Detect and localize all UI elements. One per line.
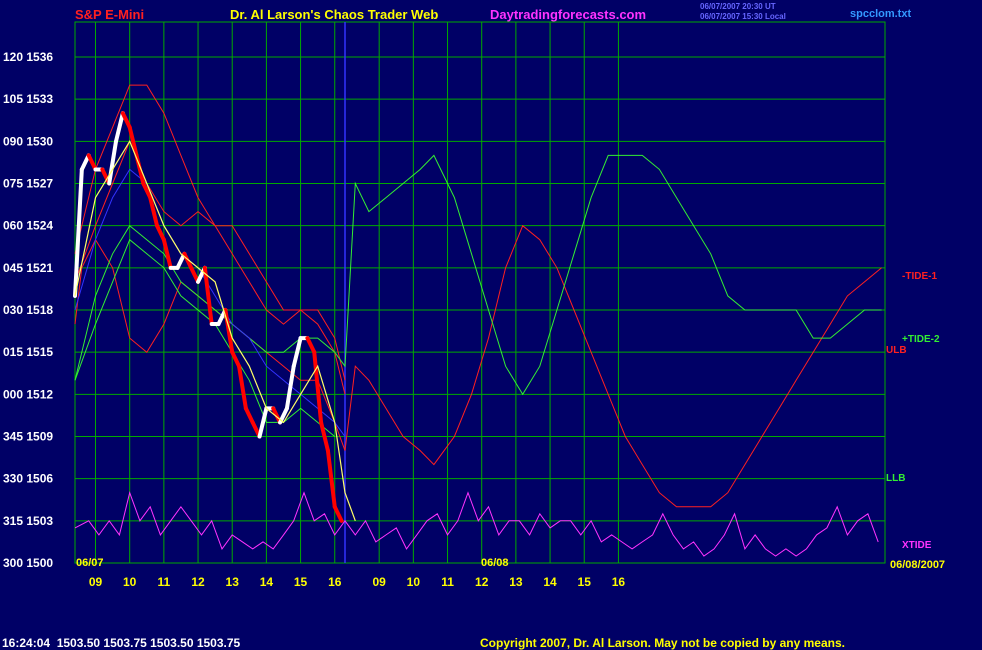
copyright: Copyright 2007, Dr. Al Larson. May not b… bbox=[480, 636, 845, 650]
price-segment bbox=[243, 406, 255, 425]
x-tick-label: 12 bbox=[191, 575, 205, 589]
x-tick-label: 09 bbox=[89, 575, 103, 589]
price-segment bbox=[332, 504, 344, 523]
y-tick-label: 000 1512 bbox=[3, 387, 53, 401]
price-segment bbox=[86, 153, 98, 172]
data-file-name: spcclom.txt bbox=[850, 8, 911, 20]
y-tick-label: 090 1530 bbox=[3, 134, 53, 148]
y-tick-label: 300 1500 bbox=[3, 556, 53, 570]
price-segment bbox=[189, 265, 201, 284]
price-segment bbox=[230, 350, 242, 369]
y-tick-label: 075 1527 bbox=[3, 177, 53, 191]
price-segment bbox=[148, 195, 160, 228]
price-segment bbox=[182, 251, 194, 270]
y-tick-label: 045 1521 bbox=[3, 261, 53, 275]
legend-tide1: -TIDE-1 bbox=[902, 271, 937, 282]
price-segment bbox=[325, 448, 337, 509]
series-layer bbox=[73, 84, 882, 557]
price-segment bbox=[73, 167, 84, 298]
legend-ulb: ULB bbox=[886, 345, 907, 356]
price-segment bbox=[319, 420, 330, 453]
site-name: Daytradingforecasts.com bbox=[490, 7, 646, 22]
chart-title: Dr. Al Larson's Chaos Trader Web bbox=[230, 7, 438, 22]
price-segment bbox=[271, 406, 283, 425]
date-label-next: 06/08 bbox=[481, 557, 509, 569]
price-segment bbox=[107, 139, 119, 186]
price-segment bbox=[305, 336, 317, 355]
price-segment bbox=[120, 111, 132, 130]
x-tick-label: 11 bbox=[158, 575, 171, 589]
price-segment bbox=[141, 181, 153, 200]
price-segment bbox=[114, 111, 125, 144]
price-segment bbox=[223, 308, 235, 355]
price-segment bbox=[79, 153, 91, 172]
price-segment bbox=[284, 364, 296, 411]
y-tick-label: 030 1518 bbox=[3, 303, 53, 317]
grid bbox=[74, 21, 886, 564]
series-ulb bbox=[74, 84, 346, 395]
timestamp-ut: 06/07/2007 20:30 UT bbox=[700, 2, 776, 11]
price-segment bbox=[155, 223, 166, 242]
series-llb bbox=[74, 139, 346, 381]
price-segment bbox=[161, 237, 173, 270]
series-moving-average bbox=[74, 168, 346, 437]
price-segment bbox=[291, 336, 303, 369]
last-quote: 16:24:04 1503.50 1503.75 1503.50 1503.75 bbox=[2, 636, 241, 650]
series-tide-2 bbox=[74, 154, 882, 396]
legend-llb: LLB bbox=[886, 473, 905, 484]
x-tick-label: 11 bbox=[441, 575, 454, 589]
x-tick-label: 15 bbox=[578, 575, 592, 589]
x-tick-label: 12 bbox=[475, 575, 489, 589]
date-label-end: 06/08/2007 bbox=[890, 559, 945, 571]
price-segment bbox=[127, 125, 139, 158]
y-axis-labels: 120 1536 105 1533 090 1530 075 1527 060 1524… bbox=[3, 50, 53, 570]
x-tick-label: 14 bbox=[260, 575, 274, 589]
timestamp-local: 06/07/2007 15:30 Local bbox=[700, 12, 786, 21]
x-tick-label: 13 bbox=[226, 575, 240, 589]
x-tick-label: 13 bbox=[509, 575, 523, 589]
chart-symbol: S&P E-Mini bbox=[75, 7, 144, 22]
y-tick-label: 330 1506 bbox=[3, 472, 53, 486]
plot-border bbox=[74, 21, 886, 564]
x-tick-label: 09 bbox=[372, 575, 386, 589]
x-axis-labels: 09 10 11 12 13 14 15 16 09 10 11 12 13 14 15 16 bbox=[89, 575, 626, 589]
y-tick-label: 015 1515 bbox=[3, 345, 53, 359]
x-tick-label: 15 bbox=[294, 575, 308, 589]
legend-tide2: +TIDE-2 bbox=[902, 334, 940, 345]
price-segment bbox=[257, 406, 269, 439]
x-tick-label: 10 bbox=[123, 575, 137, 589]
price-segment bbox=[202, 265, 214, 327]
x-tick-label: 14 bbox=[543, 575, 557, 589]
x-tick-label: 16 bbox=[328, 575, 342, 589]
price-segment bbox=[312, 350, 324, 425]
legend-xtide: XTIDE bbox=[902, 540, 932, 551]
y-tick-label: 105 1533 bbox=[3, 92, 53, 106]
series-llb2 bbox=[74, 238, 336, 437]
series-xtide bbox=[74, 490, 879, 557]
y-tick-label: 120 1536 bbox=[3, 50, 53, 64]
y-tick-label: 345 1509 bbox=[3, 430, 53, 444]
x-tick-label: 16 bbox=[612, 575, 626, 589]
date-label-start: 06/07 bbox=[76, 557, 104, 569]
series-forecast-average bbox=[74, 139, 356, 522]
price-segment bbox=[237, 364, 248, 411]
y-tick-label: 315 1503 bbox=[3, 514, 53, 528]
x-tick-label: 10 bbox=[407, 575, 421, 589]
y-tick-label: 060 1524 bbox=[3, 219, 53, 233]
